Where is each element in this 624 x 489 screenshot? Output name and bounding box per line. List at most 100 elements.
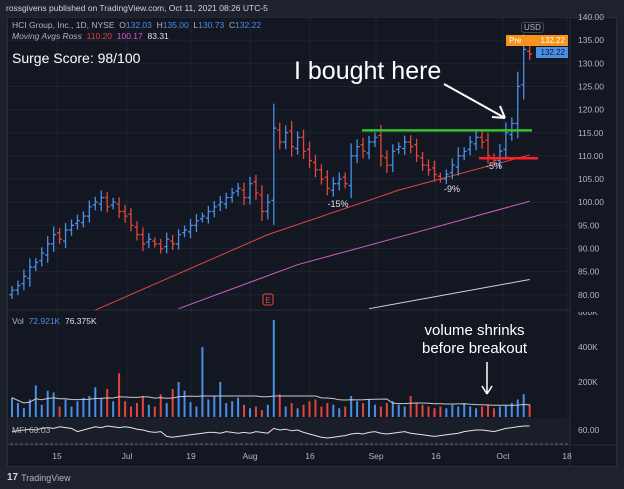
price-bar — [330, 177, 336, 197]
high-value: 135.00 — [162, 20, 189, 30]
price-bar — [265, 194, 271, 220]
price-tick: 140.00 — [578, 12, 604, 22]
price-bar — [390, 144, 396, 173]
price-bar — [348, 143, 354, 199]
price-bar — [128, 208, 134, 232]
price-tick: 115.00 — [578, 128, 604, 138]
price-bar — [295, 131, 301, 155]
price-bar — [467, 136, 473, 156]
symbol-legend: HCI Group, Inc., 1D, NYSE O132.03 H135.0… — [12, 20, 261, 30]
price-bar — [134, 221, 140, 241]
price-tick: 110.00 — [578, 151, 604, 161]
price-tick: 85.00 — [578, 267, 600, 277]
chart-panel[interactable] — [7, 17, 617, 467]
price-bar — [182, 225, 188, 238]
footer-brand: TradingView — [21, 472, 71, 483]
ma-legend: Moving Avgs Ross 110.20 100.17 83.31 — [12, 31, 169, 41]
price-bar — [217, 196, 223, 212]
price-tick: 125.00 — [578, 81, 604, 91]
time-tick: Sep — [368, 451, 383, 461]
price-bar — [312, 154, 318, 178]
price-bar — [301, 129, 307, 160]
price-bar — [318, 164, 324, 185]
ma1-value: 110.20 — [86, 31, 113, 41]
pre-price: 132.22 — [540, 36, 565, 45]
price-bar — [449, 158, 455, 180]
footer: 17 TradingView — [7, 472, 71, 483]
price-bar — [110, 197, 116, 210]
publish-info: rossgivens published on TradingView.com,… — [6, 3, 268, 13]
price-bar — [211, 200, 217, 218]
mfi-pane — [8, 418, 570, 445]
price-bar — [188, 218, 193, 239]
price-tick: 120.00 — [578, 105, 604, 115]
price-bar — [235, 183, 241, 197]
price-bar — [509, 117, 515, 141]
price-bar — [437, 172, 443, 183]
moving-average-line — [368, 279, 530, 310]
price-bar — [122, 204, 128, 223]
open-value: 132.03 — [125, 20, 152, 30]
price-bar — [324, 170, 330, 196]
price-bar — [527, 45, 533, 61]
price-tick: 95.00 — [578, 220, 600, 230]
moving-average-line — [95, 154, 530, 311]
price-bar — [205, 205, 211, 224]
price-bar — [63, 223, 69, 249]
price-bar — [479, 130, 485, 149]
price-bar — [170, 234, 176, 250]
volume-tick: 200K — [578, 377, 598, 387]
close-label: C — [228, 20, 236, 30]
bought-annotation: I bought here — [294, 57, 442, 85]
pullback-label: -9% — [444, 184, 460, 194]
price-bar — [15, 280, 21, 296]
price-bar — [414, 138, 420, 163]
price-bar — [289, 120, 295, 157]
price-bar — [455, 147, 461, 176]
tradingview-logo-icon: 17 — [7, 472, 19, 483]
vol-ma-value: 76.375K — [64, 316, 97, 326]
price-tick: 100.00 — [578, 197, 604, 207]
price-bar — [384, 150, 390, 173]
time-tick: 16 — [305, 451, 315, 461]
price-bar — [241, 182, 247, 206]
price-bar — [146, 233, 152, 249]
last-price-label: 132.22 — [536, 47, 568, 58]
price-bar — [33, 258, 39, 272]
price-bar — [247, 176, 253, 205]
price-bar — [51, 226, 57, 252]
price-tick: 105.00 — [578, 174, 604, 184]
earnings-marker-label: E — [265, 296, 270, 305]
mfi-legend: MFI 63.03 — [12, 425, 50, 435]
price-bar — [396, 142, 402, 154]
price-tick: 130.00 — [578, 58, 604, 68]
earnings-marker-icon — [262, 293, 274, 306]
arrow-icon — [443, 83, 506, 119]
price-bar — [336, 172, 342, 191]
price-bar — [116, 197, 122, 219]
price-bar — [515, 71, 521, 139]
price-bar — [283, 125, 289, 150]
price-bar — [431, 160, 437, 182]
price-bar — [104, 192, 110, 213]
price-bar — [158, 238, 164, 254]
price-bar — [176, 229, 182, 250]
price-bar — [426, 159, 431, 176]
price-bar — [69, 219, 74, 236]
price-bar — [497, 144, 503, 168]
price-bar — [223, 192, 229, 209]
price-bar — [229, 187, 235, 203]
volume-legend: Vol 72.921K 76.375K — [12, 316, 97, 326]
close-value: 132.22 — [235, 20, 262, 30]
mfi-line — [11, 425, 530, 439]
price-bar — [152, 237, 158, 248]
arrow-down-icon — [481, 362, 493, 395]
pre-label: Pre — [509, 36, 522, 45]
price-bar — [27, 258, 33, 287]
currency-label[interactable]: USD — [521, 22, 544, 33]
mfi-tick: 60.00 — [578, 425, 600, 435]
price-bar — [9, 286, 15, 299]
price-bar — [461, 147, 467, 161]
mfi-label: MFI — [12, 425, 27, 435]
